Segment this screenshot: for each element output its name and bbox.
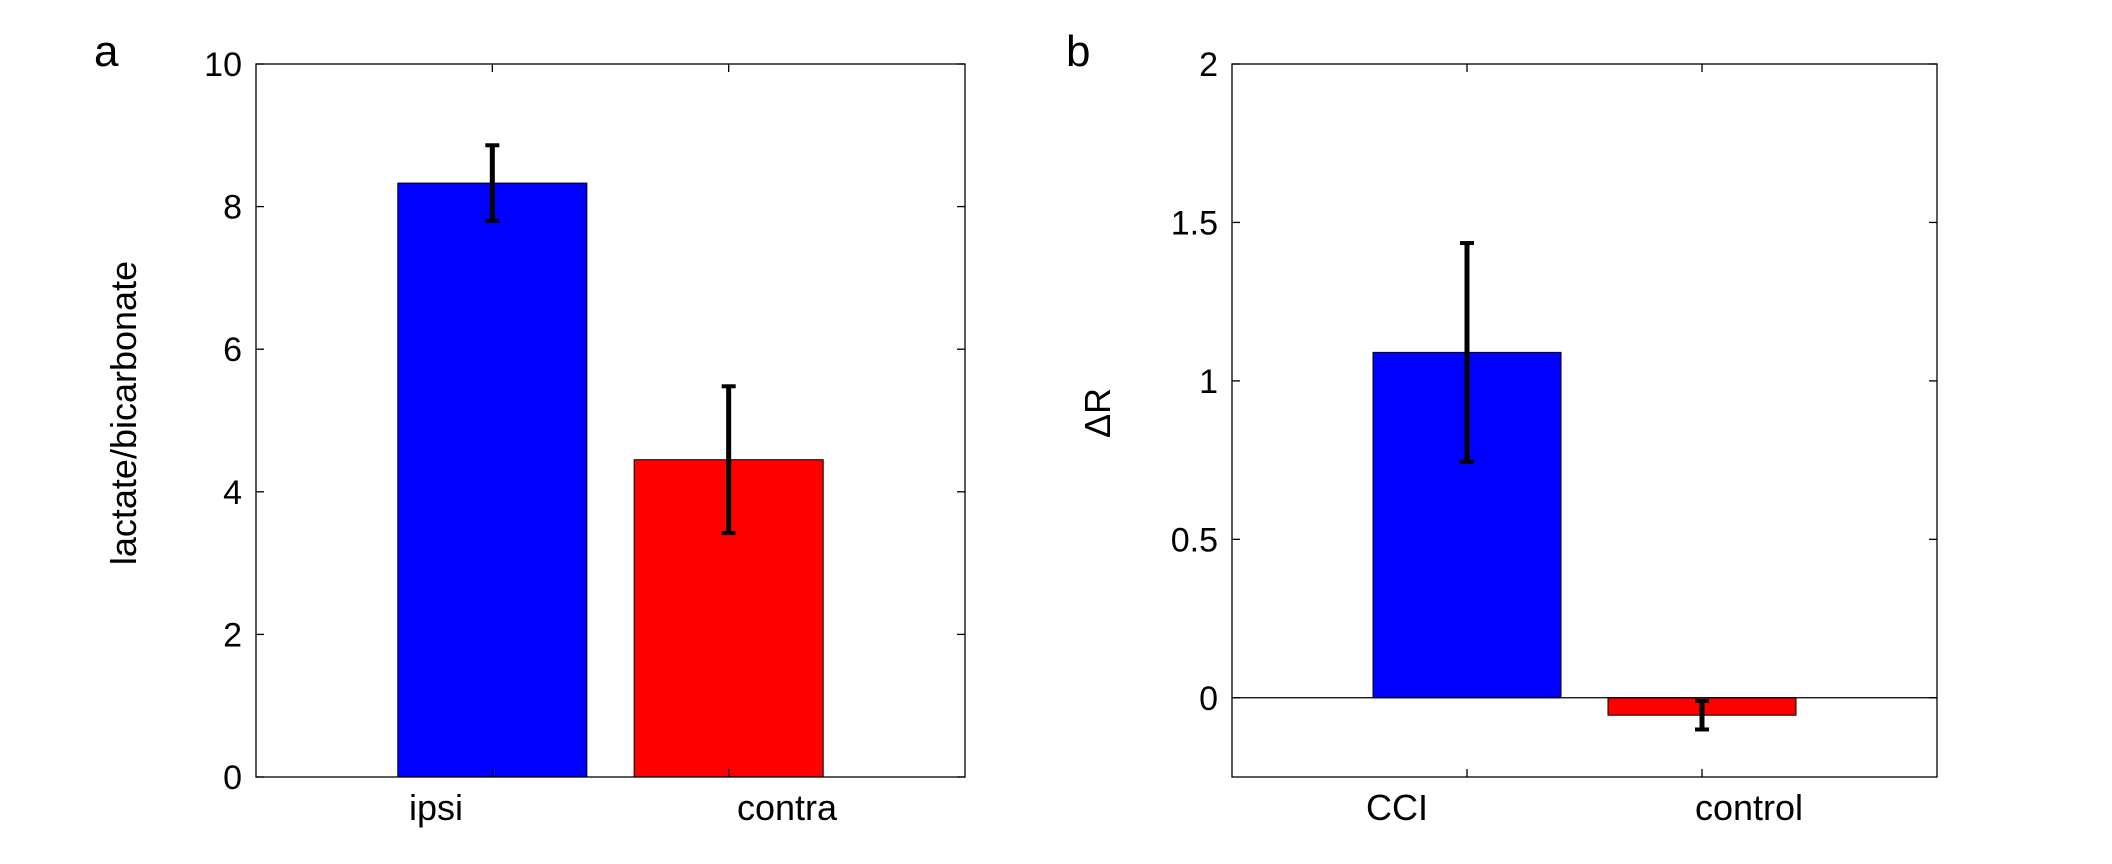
x-tick-label: ipsi [409,787,463,828]
y-tick-label: 1 [1199,363,1218,401]
y-tick-label: 0 [1199,680,1218,718]
panel-label: a [94,27,119,76]
x-tick-label: CCI [1366,787,1428,828]
y-tick-label: 4 [223,474,242,512]
y-tick-label: 0.5 [1171,521,1218,559]
panel-a: a lactate/bicarbonate ipsi contra 0 2 4 … [94,27,966,828]
y-tick-label: 10 [204,46,242,84]
y-tick-label: 2 [1199,46,1218,84]
axes-frame [255,63,966,778]
y-tick-label: 0 [223,759,242,797]
y-tick-labels: 0 2 4 6 8 10 [204,46,242,797]
y-tick-label: 6 [223,331,242,369]
plot-area [1231,63,1938,778]
y-tick-label: 1.5 [1171,204,1218,242]
error-bar-CCI [1460,241,1474,464]
error-bar-contra [721,384,736,536]
error-bar-ipsi [485,143,500,223]
y-tick-label: 8 [223,189,242,227]
panel-b: b ΔR CCI control 0 0.5 1 1.5 2 [1066,27,1938,828]
error-bar-control [1695,698,1709,732]
y-axis-label: lactate/bicarbonate [103,261,144,565]
y-tick-label: 2 [223,616,242,654]
plot-area [255,63,966,778]
bar-ipsi [397,182,588,778]
x-tick-label: control [1695,787,1803,828]
x-tick-label: contra [737,787,838,828]
panel-label: b [1066,27,1090,76]
y-axis-label: ΔR [1077,388,1118,438]
axes-frame [1231,63,1938,778]
y-tick-labels: 0 0.5 1 1.5 2 [1171,46,1218,718]
